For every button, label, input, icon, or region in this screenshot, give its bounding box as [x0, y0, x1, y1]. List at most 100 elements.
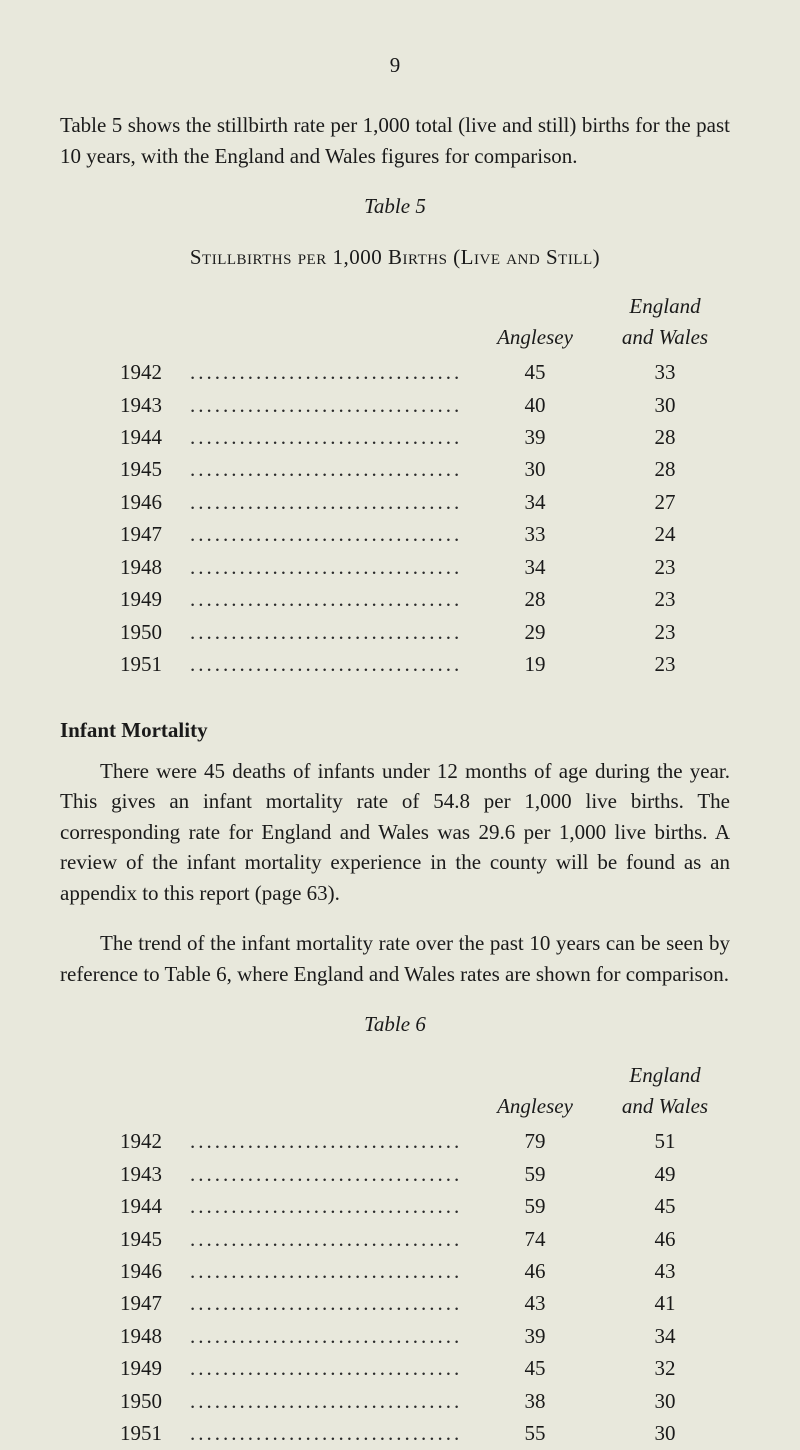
table-row: 1946 .................................46…	[60, 1255, 730, 1287]
anglesey-cell: 46	[470, 1255, 600, 1287]
england-cell: 23	[600, 551, 730, 583]
england-cell: 46	[600, 1223, 730, 1255]
dots-cell: .................................	[190, 518, 470, 550]
table-row: 1951 .................................19…	[60, 648, 730, 680]
dots-cell: .................................	[190, 1287, 470, 1319]
year-cell: 1945	[60, 453, 190, 485]
table-row: 1949 .................................45…	[60, 1352, 730, 1384]
dots-cell: .................................	[190, 1158, 470, 1190]
year-cell: 1946	[60, 1255, 190, 1287]
anglesey-cell: 34	[470, 486, 600, 518]
england-cell: 30	[600, 389, 730, 421]
england-cell: 28	[600, 453, 730, 485]
table-row: 1943 .................................40…	[60, 389, 730, 421]
year-cell: 1946	[60, 486, 190, 518]
year-cell: 1948	[60, 1320, 190, 1352]
table6-header-anglesey: Anglesey	[470, 1091, 600, 1125]
anglesey-cell: 74	[470, 1223, 600, 1255]
anglesey-cell: 40	[470, 389, 600, 421]
dots-cell: .................................	[190, 1417, 470, 1449]
table6-label: Table 6	[60, 1009, 730, 1039]
table5-label: Table 5	[60, 191, 730, 221]
table5-header-england-bottom: and Wales	[600, 322, 730, 356]
england-cell: 33	[600, 356, 730, 388]
year-cell: 1942	[60, 356, 190, 388]
dots-cell: .................................	[190, 551, 470, 583]
year-cell: 1949	[60, 1352, 190, 1384]
dots-cell: .................................	[190, 1125, 470, 1157]
england-cell: 43	[600, 1255, 730, 1287]
anglesey-cell: 39	[470, 421, 600, 453]
england-cell: 28	[600, 421, 730, 453]
anglesey-cell: 79	[470, 1125, 600, 1157]
dots-cell: .................................	[190, 1223, 470, 1255]
year-cell: 1944	[60, 421, 190, 453]
england-cell: 30	[600, 1385, 730, 1417]
mortality-para2: The trend of the infant mortality rate o…	[60, 928, 730, 989]
anglesey-cell: 45	[470, 356, 600, 388]
england-cell: 27	[600, 486, 730, 518]
table-row: 1947 .................................43…	[60, 1287, 730, 1319]
table-row: 1951 .................................55…	[60, 1417, 730, 1449]
anglesey-cell: 45	[470, 1352, 600, 1384]
year-cell: 1951	[60, 1417, 190, 1449]
dots-cell: .................................	[190, 356, 470, 388]
england-cell: 34	[600, 1320, 730, 1352]
year-cell: 1947	[60, 1287, 190, 1319]
table-row: 1948 .................................39…	[60, 1320, 730, 1352]
anglesey-cell: 28	[470, 583, 600, 615]
table-row: 1946 .................................34…	[60, 486, 730, 518]
dots-cell: .................................	[190, 616, 470, 648]
page-number: 9	[60, 50, 730, 80]
table6: England Anglesey and Wales 1942 ........…	[60, 1059, 730, 1449]
table-row: 1950 .................................29…	[60, 616, 730, 648]
table5-title: Stillbirths per 1,000 Births (Live and S…	[60, 242, 730, 272]
table-row: 1949 .................................28…	[60, 583, 730, 615]
england-cell: 23	[600, 648, 730, 680]
table5-header-england-top: England	[600, 290, 730, 321]
england-cell: 51	[600, 1125, 730, 1157]
dots-cell: .................................	[190, 1352, 470, 1384]
table-row: 1945 .................................30…	[60, 453, 730, 485]
england-cell: 30	[600, 1417, 730, 1449]
dots-cell: .................................	[190, 1255, 470, 1287]
england-cell: 24	[600, 518, 730, 550]
table-row: 1942 .................................45…	[60, 356, 730, 388]
table5-header-anglesey: Anglesey	[470, 322, 600, 356]
england-cell: 45	[600, 1190, 730, 1222]
anglesey-cell: 38	[470, 1385, 600, 1417]
table6-header-england-top: England	[600, 1059, 730, 1090]
england-cell: 32	[600, 1352, 730, 1384]
anglesey-cell: 39	[470, 1320, 600, 1352]
dots-cell: .................................	[190, 486, 470, 518]
england-cell: 23	[600, 616, 730, 648]
dots-cell: .................................	[190, 648, 470, 680]
england-cell: 41	[600, 1287, 730, 1319]
year-cell: 1947	[60, 518, 190, 550]
table-row: 1944 .................................39…	[60, 421, 730, 453]
year-cell: 1945	[60, 1223, 190, 1255]
year-cell: 1942	[60, 1125, 190, 1157]
table-row: 1947 .................................33…	[60, 518, 730, 550]
dots-cell: .................................	[190, 1320, 470, 1352]
year-cell: 1950	[60, 616, 190, 648]
year-cell: 1949	[60, 583, 190, 615]
table-row: 1948 .................................34…	[60, 551, 730, 583]
anglesey-cell: 59	[470, 1158, 600, 1190]
year-cell: 1950	[60, 1385, 190, 1417]
mortality-para1: There were 45 deaths of infants under 12…	[60, 756, 730, 908]
table-row: 1945 .................................74…	[60, 1223, 730, 1255]
england-cell: 23	[600, 583, 730, 615]
year-cell: 1943	[60, 389, 190, 421]
anglesey-cell: 19	[470, 648, 600, 680]
anglesey-cell: 33	[470, 518, 600, 550]
anglesey-cell: 34	[470, 551, 600, 583]
dots-cell: .................................	[190, 389, 470, 421]
england-cell: 49	[600, 1158, 730, 1190]
intro-paragraph: Table 5 shows the stillbirth rate per 1,…	[60, 110, 730, 171]
dots-cell: .................................	[190, 421, 470, 453]
table-row: 1942 .................................79…	[60, 1125, 730, 1157]
dots-cell: .................................	[190, 1385, 470, 1417]
table-row: 1950 .................................38…	[60, 1385, 730, 1417]
dots-cell: .................................	[190, 583, 470, 615]
